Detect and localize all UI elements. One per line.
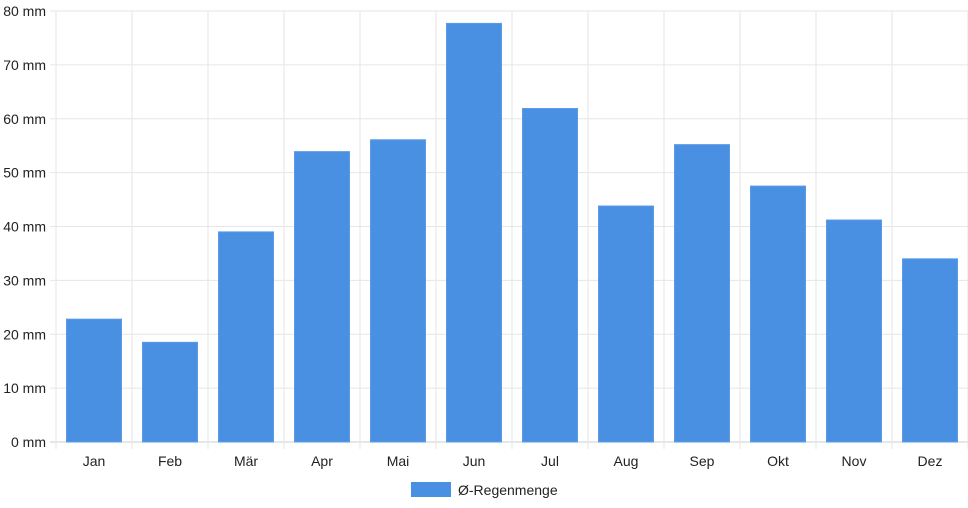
x-tick-label: Jul	[541, 453, 559, 469]
legend-label[interactable]: Ø-Regenmenge	[458, 482, 558, 498]
x-tick-label: Jun	[463, 453, 486, 469]
x-tick-label: Aug	[614, 453, 639, 469]
bar[interactable]	[142, 341, 198, 443]
bar[interactable]	[750, 185, 806, 443]
y-tick-label: 20 mm	[3, 326, 46, 342]
y-axis: 0 mm 10 mm 20 mm 30 mm 40 mm 50 mm 60 mm 70 mm 8…	[3, 3, 46, 450]
grid-lines	[50, 10, 968, 449]
y-tick-label: 60 mm	[3, 111, 46, 127]
y-tick-label: 10 mm	[3, 380, 46, 396]
bar[interactable]	[826, 219, 882, 443]
bar[interactable]	[598, 205, 654, 443]
y-tick-label: 80 mm	[3, 3, 46, 19]
x-tick-label: Feb	[158, 453, 182, 469]
y-tick-label: 0 mm	[11, 434, 46, 450]
bar[interactable]	[902, 258, 958, 443]
bar[interactable]	[522, 108, 578, 443]
bar[interactable]	[294, 151, 350, 443]
y-tick-label: 50 mm	[3, 165, 46, 181]
legend[interactable]: Ø-Regenmenge	[411, 482, 558, 498]
bar[interactable]	[218, 231, 274, 443]
bar[interactable]	[446, 22, 502, 443]
bar[interactable]	[66, 318, 122, 443]
x-axis: Jan Feb Mär Apr Mai Jun Jul Aug Sep Okt Nov Dez	[83, 453, 943, 469]
x-tick-label: Mär	[234, 453, 258, 469]
bars	[66, 22, 958, 443]
y-tick-label: 30 mm	[3, 272, 46, 288]
y-tick-label: 70 mm	[3, 57, 46, 73]
x-tick-label: Nov	[842, 453, 867, 469]
y-tick-label: 40 mm	[3, 219, 46, 235]
bar[interactable]	[370, 139, 426, 443]
bar[interactable]	[674, 144, 730, 443]
x-tick-label: Jan	[83, 453, 106, 469]
x-tick-label: Okt	[767, 453, 789, 469]
x-tick-label: Apr	[311, 453, 333, 469]
x-tick-label: Dez	[918, 453, 943, 469]
legend-swatch[interactable]	[411, 482, 451, 497]
x-tick-label: Sep	[690, 453, 715, 469]
x-tick-label: Mai	[387, 453, 410, 469]
